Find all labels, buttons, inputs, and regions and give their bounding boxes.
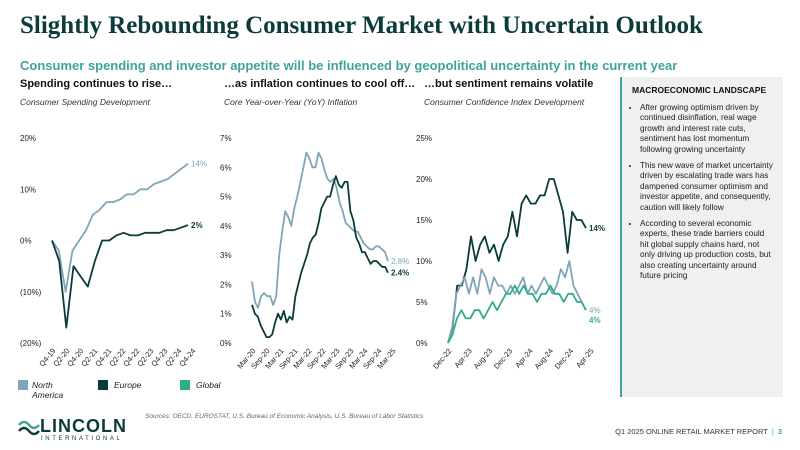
y-tick-label: (10%) <box>20 288 42 297</box>
x-tick-label: Aug-23 <box>472 347 494 371</box>
y-tick-label: 20% <box>416 175 432 184</box>
inflation-chart: 7%6%5%4%3%2%1%0%Mar-20Sep-20Mar-21Sep-21… <box>220 134 409 371</box>
legend-label-north-america: North America <box>32 380 64 400</box>
panel-1-subheading: Consumer Spending Development <box>20 97 150 107</box>
x-tick-label: Dec-22 <box>431 347 453 371</box>
series-end-label: 4% <box>589 306 601 315</box>
series-line-europe <box>447 178 587 344</box>
legend-swatch-global <box>180 380 190 390</box>
x-tick-label: Dec-23 <box>492 347 514 371</box>
page-footer: Q1 2025 ONLINE RETAIL MARKET REPORT | 3 <box>615 427 782 436</box>
legend-swatch-europe <box>98 380 108 390</box>
footer-report-title: Q1 2025 ONLINE RETAIL MARKET REPORT <box>615 427 768 436</box>
page-subtitle: Consumer spending and investor appetite … <box>20 58 678 73</box>
footer-separator: | <box>771 427 774 436</box>
series-line-europe <box>251 175 389 339</box>
x-tick-label: Aug-24 <box>533 347 555 371</box>
y-tick-label: 0% <box>416 339 428 348</box>
sidebar-bullets: After growing optimism driven by continu… <box>630 103 775 282</box>
panel-3-subheading: Consumer Confidence Index Development <box>424 97 585 107</box>
series-line-global <box>447 284 587 344</box>
y-tick-label: 1% <box>220 310 232 319</box>
y-tick-label: 4% <box>220 222 232 231</box>
logo-name: LINCOLN <box>40 416 127 436</box>
page-title: Slightly Rebounding Consumer Market with… <box>20 12 703 39</box>
x-tick-label: Apr-24 <box>513 347 534 370</box>
series-end-label: 14% <box>191 160 207 169</box>
panel-3-heading: …but sentiment remains volatile <box>424 78 594 90</box>
logo-subtitle: INTERNATIONAL <box>41 436 123 442</box>
sidebar-bullet: According to several economic experts, t… <box>640 219 775 281</box>
y-tick-label: 7% <box>220 134 232 143</box>
series-line-north-america <box>447 260 587 344</box>
y-tick-label: 2% <box>220 280 232 289</box>
sidebar-bullet: This new wave of market uncertainty driv… <box>640 161 775 213</box>
y-tick-label: 15% <box>416 216 432 225</box>
y-tick-label: (20%) <box>20 339 42 348</box>
series-line-europe <box>51 224 189 329</box>
sources-note: Sources: OECD, EUROSTAT, U.S. Bureau of … <box>145 413 424 420</box>
macro-landscape-panel: MACROECONOMIC LANDSCAPE After growing op… <box>620 77 783 397</box>
logo-wave-icon <box>18 420 40 436</box>
panel-1-heading: Spending continues to rise… <box>20 78 173 90</box>
page-number: 3 <box>777 427 782 436</box>
y-tick-label: 10% <box>20 185 36 194</box>
company-logo: LINCOLN INTERNATIONAL <box>18 416 138 446</box>
legend-label-global: Global <box>196 380 221 390</box>
sidebar-bullet: After growing optimism driven by continu… <box>640 103 775 155</box>
panel-2-subheading: Core Year-over-Year (YoY) Inflation <box>224 97 358 107</box>
x-tick-label: Apr-25 <box>574 347 595 370</box>
legend-label-europe: Europe <box>114 380 142 390</box>
y-tick-label: 10% <box>416 257 432 266</box>
spending-chart: 20%10%0%(10%)(20%)Q4-19Q2-20Q4-20Q2-21Q4… <box>20 134 207 368</box>
series-line-north-america <box>51 162 189 293</box>
series-end-label: 2.4% <box>391 269 409 278</box>
series-end-label: 2% <box>191 221 203 230</box>
confidence-chart: 25% 20% 15% 10% 5% 0%Dec-22Apr-23Aug-23Dec-23… <box>416 134 605 371</box>
y-tick-label: 3% <box>220 251 232 260</box>
y-tick-label: 6% <box>220 163 232 172</box>
x-tick-label: Dec-24 <box>553 347 575 371</box>
y-tick-label: 0% <box>20 237 32 246</box>
legend-swatch-north-america <box>18 380 28 390</box>
chart-legend: North America Europe Global <box>18 380 278 410</box>
panel-2-heading: …as inflation continues to cool off… <box>224 78 416 90</box>
y-tick-label: 5% <box>220 193 232 202</box>
x-tick-label: Apr-23 <box>452 347 473 370</box>
series-line-north-america <box>251 151 389 309</box>
series-end-label: 2.8% <box>391 257 409 266</box>
series-end-label: 14% <box>589 224 605 233</box>
y-tick-label: 5% <box>416 298 428 307</box>
y-tick-label: 25% <box>416 134 432 143</box>
y-tick-label: 20% <box>20 134 36 143</box>
sidebar-title: MACROECONOMIC LANDSCAPE <box>632 85 767 95</box>
y-tick-label: 0% <box>220 339 232 348</box>
series-end-label: 4% <box>589 316 601 325</box>
